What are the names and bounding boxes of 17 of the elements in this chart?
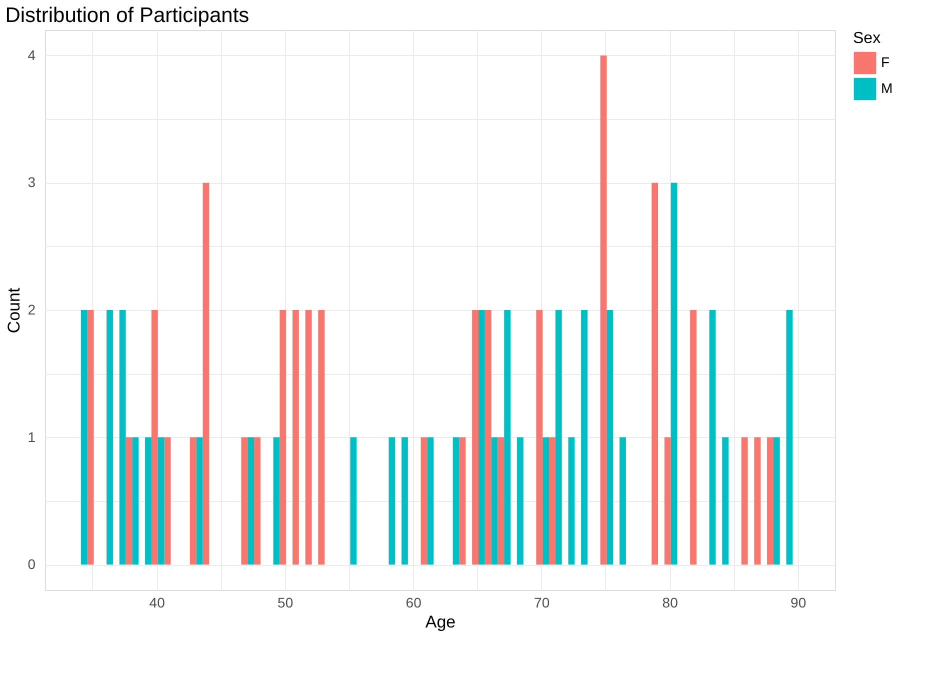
x-tick-label: 80: [662, 594, 678, 610]
x-tick-label: 60: [406, 594, 422, 610]
y-tick-label: 2: [28, 302, 36, 318]
y-axis-title: Count: [4, 288, 24, 334]
y-tick-label: 1: [28, 428, 36, 445]
x-axis-title: Age: [425, 612, 456, 632]
x-tick-label: 90: [790, 594, 806, 610]
x-tick-label: 40: [149, 594, 166, 610]
chart-title: Distribution of Participants: [5, 4, 250, 27]
y-tick-label: 4: [28, 46, 36, 63]
x-tick-label: 70: [534, 594, 550, 610]
legend-label: M: [881, 80, 893, 96]
legend-title: Sex: [853, 30, 881, 47]
legend-label: F: [881, 54, 890, 70]
y-tick-label: 3: [28, 174, 36, 190]
y-tick-label: 0: [28, 556, 36, 572]
x-tick-label: 50: [278, 594, 294, 610]
